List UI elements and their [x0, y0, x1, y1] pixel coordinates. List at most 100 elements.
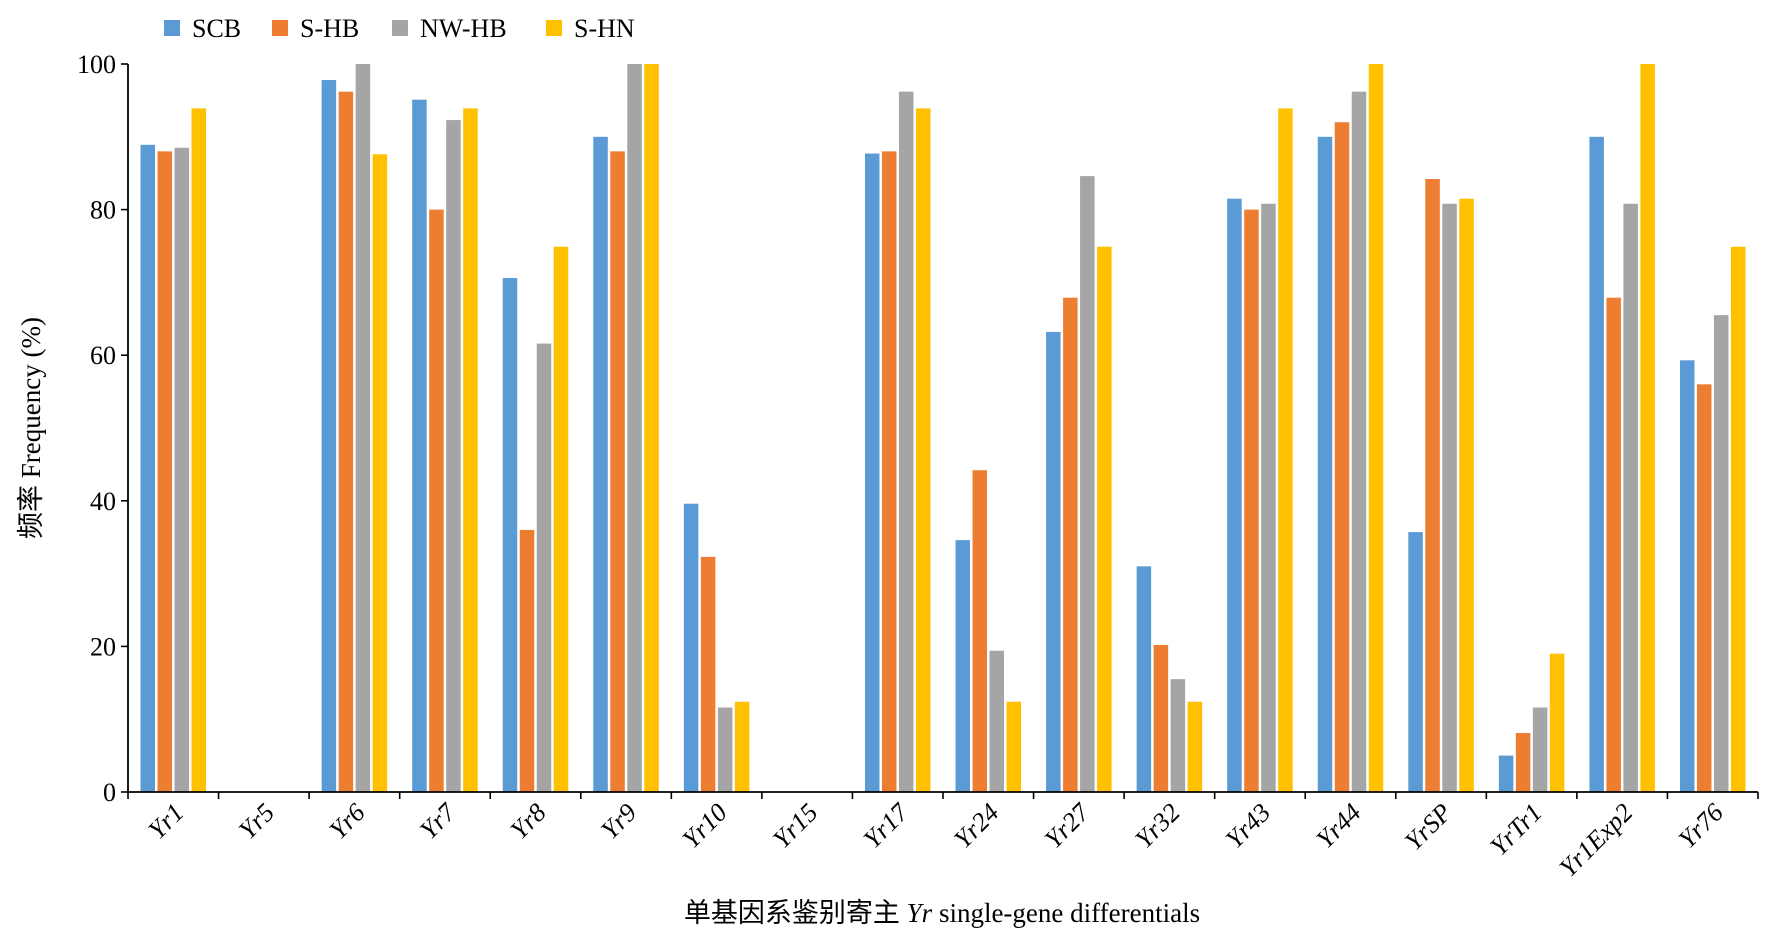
y-tick-label: 80	[90, 196, 116, 225]
bar-nw-hb-yr27	[1080, 176, 1095, 792]
bar-scb-yr6	[321, 80, 337, 793]
y-axis-title: 频率 Frequency (%)	[16, 317, 46, 539]
bar-nw-hb-yr10	[717, 707, 733, 792]
bar-nw-hb-yr44	[1351, 91, 1367, 792]
bars	[140, 64, 1746, 793]
bar-s-hn-yr27	[1097, 246, 1112, 792]
bar-s-hb-yr17	[881, 151, 897, 793]
bar-nw-hb-yr76	[1713, 315, 1729, 792]
bar-nw-hb-yr32	[1170, 679, 1186, 792]
x-tick-label: Yr32	[1129, 798, 1185, 854]
bar-nw-hb-yr6	[355, 64, 371, 792]
bar-scb-yr24	[955, 540, 971, 792]
bar-s-hn-yr24	[1006, 701, 1022, 792]
bar-scb-yrsp	[1408, 532, 1423, 792]
bar-scb-yr27	[1046, 331, 1061, 792]
y-tick-label: 0	[103, 778, 116, 807]
bar-s-hb-yr76	[1696, 384, 1712, 792]
legend-label: S-HN	[574, 14, 635, 43]
legend-swatch	[272, 20, 288, 36]
x-axis-title-prefix: 单基因系鉴别寄主	[684, 898, 907, 928]
legend: SCB S-HB NW-HB S-HN	[164, 14, 635, 43]
bar-s-hn-yrtr1	[1549, 653, 1565, 792]
legend-label: SCB	[192, 14, 241, 43]
bar-scb-yr44	[1317, 136, 1333, 793]
x-axis-title-italic: Yr	[907, 898, 933, 928]
y-axis-ticks: 0 20 40 60 80 100	[77, 50, 128, 807]
bar-nw-hb-yr8	[536, 343, 552, 792]
bar-s-hb-yr8	[519, 529, 535, 792]
bar-scb-yr8	[502, 278, 518, 793]
x-tick-label: Yr1	[142, 798, 189, 845]
axes	[127, 64, 1759, 799]
x-tick-label: Yr10	[677, 798, 733, 854]
x-tick-label: Yr76	[1673, 798, 1729, 854]
y-tick-label: 100	[77, 50, 116, 79]
bar-nw-hb-yr1exp2	[1623, 203, 1638, 792]
bar-s-hn-yr76	[1730, 246, 1746, 792]
bar-s-hb-yr6	[338, 91, 354, 792]
x-axis-title: 单基因系鉴别寄主 Yr single-gene differentials	[684, 898, 1200, 928]
bar-s-hb-yr27	[1063, 297, 1078, 792]
x-tick-label: Yr1Exp2	[1554, 798, 1639, 883]
bar-s-hb-yr1exp2	[1606, 297, 1621, 792]
bar-scb-yr7	[412, 99, 427, 792]
bar-s-hb-yr43	[1244, 209, 1259, 793]
x-tick-label: Yr24	[948, 798, 1004, 854]
bar-s-hn-yr6	[372, 154, 388, 793]
x-tick-label: Yr8	[505, 798, 552, 845]
bar-scb-yr32	[1136, 566, 1152, 792]
x-axis-labels: Yr1 Yr5 Yr6 Yr7 Yr8 Yr9 Yr10 Yr15 Yr17 Yr24 Yr27 Yr…	[142, 797, 1729, 883]
bar-s-hn-yr7	[463, 108, 478, 792]
x-tick-label: YrTr1	[1484, 798, 1547, 861]
bar-nw-hb-yrtr1	[1532, 707, 1548, 792]
bar-s-hn-yr43	[1278, 108, 1293, 792]
legend-swatch	[546, 20, 562, 36]
bar-nw-hb-yr9	[627, 64, 642, 792]
bar-nw-hb-yr24	[989, 650, 1005, 792]
bar-scb-yr17	[864, 153, 880, 792]
bar-s-hb-yr10	[700, 556, 716, 792]
x-tick-label: Yr15	[767, 798, 823, 854]
bar-s-hn-yr8	[553, 246, 569, 792]
x-tick-label: Yr17	[858, 797, 915, 854]
bar-s-hb-yrsp	[1425, 179, 1440, 793]
bar-nw-hb-yr1	[174, 147, 190, 793]
x-axis-title-suffix: single-gene differentials	[932, 898, 1200, 928]
x-tick-label: Yr7	[414, 797, 462, 845]
legend-label: S-HB	[300, 14, 359, 43]
bar-s-hb-yrtr1	[1515, 733, 1531, 792]
bar-s-hn-yr44	[1368, 64, 1384, 792]
bar-s-hb-yr7	[429, 209, 444, 793]
y-tick-label: 40	[90, 487, 116, 516]
bar-nw-hb-yrsp	[1442, 203, 1457, 792]
bar-nw-hb-yr17	[898, 91, 914, 792]
legend-swatch	[164, 20, 180, 36]
bar-scb-yr76	[1679, 360, 1695, 792]
bar-scb-yr1	[140, 144, 156, 793]
x-tick-label: YrSP	[1399, 798, 1457, 856]
bar-s-hb-yr32	[1153, 644, 1169, 792]
x-tick-label: Yr44	[1310, 798, 1366, 854]
x-tick-label: Yr43	[1220, 798, 1276, 854]
bar-s-hn-yr32	[1187, 701, 1203, 792]
bar-nw-hb-yr7	[446, 120, 461, 792]
x-tick-label: Yr27	[1039, 797, 1096, 854]
y-tick-label: 60	[90, 341, 116, 370]
x-tick-label: Yr6	[324, 798, 371, 845]
bar-scb-yr1exp2	[1589, 136, 1604, 793]
x-tick-label: Yr9	[595, 798, 642, 845]
bar-s-hn-yrsp	[1459, 198, 1474, 792]
bar-nw-hb-yr43	[1261, 203, 1276, 792]
bar-s-hb-yr1	[157, 151, 173, 793]
legend-swatch	[392, 20, 408, 36]
bar-s-hb-yr44	[1334, 122, 1350, 793]
bar-s-hn-yr9	[644, 64, 659, 792]
y-tick-label: 20	[90, 632, 116, 661]
bar-scb-yr43	[1227, 198, 1242, 792]
legend-label: NW-HB	[420, 14, 507, 43]
bar-s-hn-yr17	[915, 108, 931, 792]
bar-scb-yr10	[683, 503, 699, 792]
bar-s-hb-yr9	[610, 151, 625, 793]
